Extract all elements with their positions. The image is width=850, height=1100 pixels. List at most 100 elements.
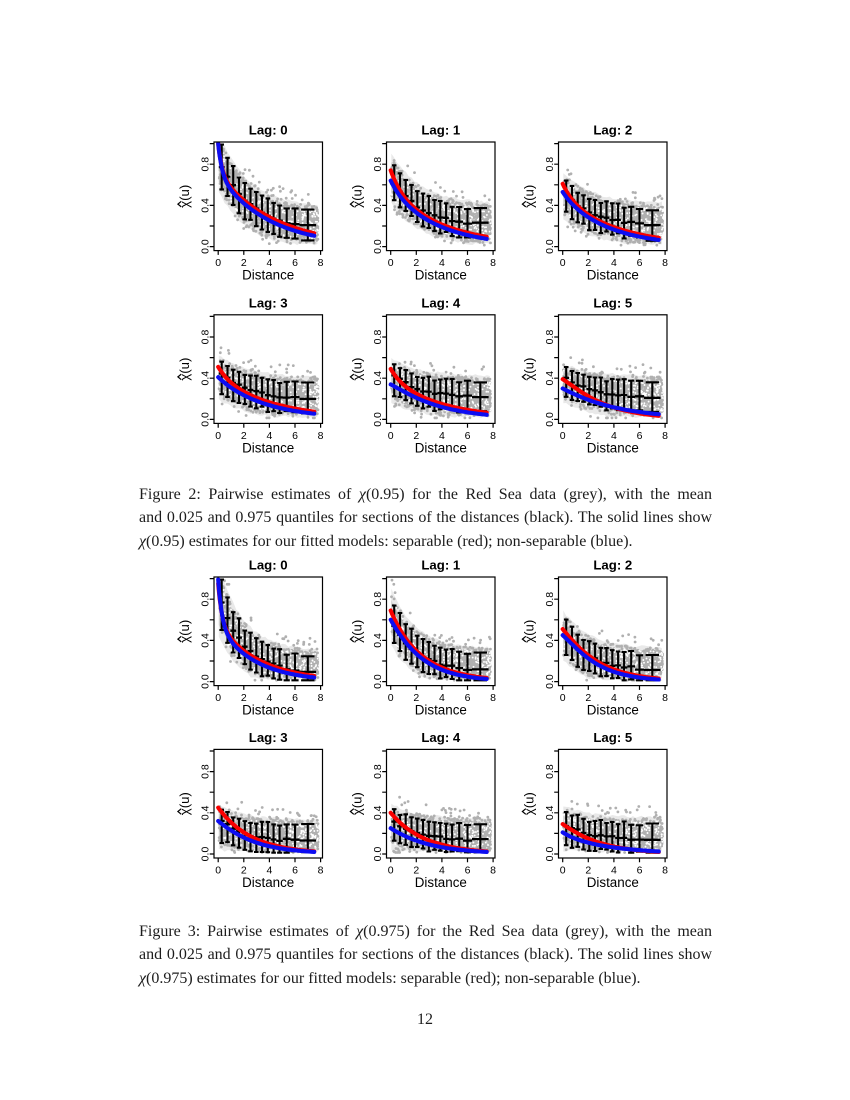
- svg-text:8: 8: [318, 692, 324, 704]
- svg-text:0.8: 0.8: [200, 157, 212, 172]
- svg-text:χ(u): χ(u): [177, 358, 192, 381]
- svg-text:0: 0: [560, 430, 566, 442]
- svg-text:Lag: 2: Lag: 2: [593, 123, 632, 138]
- svg-text:4: 4: [439, 430, 445, 442]
- svg-text:6: 6: [637, 865, 643, 877]
- svg-text:0.8: 0.8: [372, 330, 384, 345]
- svg-text:2: 2: [585, 430, 591, 442]
- svg-text:0.8: 0.8: [544, 592, 556, 607]
- svg-text:0: 0: [388, 430, 394, 442]
- svg-text:χ(u): χ(u): [177, 185, 192, 208]
- svg-text:6: 6: [465, 430, 471, 442]
- svg-text:χ(u): χ(u): [177, 620, 192, 643]
- svg-text:2: 2: [413, 257, 419, 269]
- svg-text:0.0: 0.0: [544, 674, 556, 689]
- svg-text:4: 4: [439, 865, 445, 877]
- svg-text:4: 4: [611, 692, 617, 704]
- svg-text:Lag: 0: Lag: 0: [249, 123, 288, 138]
- svg-text:0.0: 0.0: [372, 239, 384, 254]
- svg-text:6: 6: [637, 257, 643, 269]
- svg-text:χ(u): χ(u): [522, 358, 537, 381]
- svg-text:6: 6: [292, 257, 298, 269]
- svg-text:0.0: 0.0: [372, 847, 384, 862]
- svg-text:8: 8: [318, 865, 324, 877]
- svg-text:0: 0: [215, 865, 221, 877]
- svg-text:6: 6: [292, 865, 298, 877]
- svg-text:0.4: 0.4: [200, 371, 212, 386]
- svg-text:Distance: Distance: [242, 703, 294, 718]
- svg-text:0.8: 0.8: [200, 764, 212, 779]
- svg-text:Distance: Distance: [587, 875, 639, 890]
- svg-text:0: 0: [560, 692, 566, 704]
- svg-text:0.0: 0.0: [544, 847, 556, 862]
- svg-text:Lag: 5: Lag: 5: [593, 730, 632, 745]
- svg-text:2: 2: [585, 692, 591, 704]
- svg-text:0.4: 0.4: [544, 805, 556, 820]
- svg-text:4: 4: [266, 430, 272, 442]
- svg-text:8: 8: [662, 865, 668, 877]
- svg-text:6: 6: [292, 692, 298, 704]
- svg-text:χ(u): χ(u): [522, 620, 537, 643]
- svg-text:χ(u): χ(u): [350, 620, 365, 643]
- svg-text:0.8: 0.8: [372, 157, 384, 172]
- svg-text:6: 6: [465, 692, 471, 704]
- svg-text:0.8: 0.8: [544, 157, 556, 172]
- svg-text:0: 0: [215, 692, 221, 704]
- svg-text:6: 6: [292, 430, 298, 442]
- svg-text:0.8: 0.8: [372, 764, 384, 779]
- svg-text:4: 4: [266, 865, 272, 877]
- svg-text:0.0: 0.0: [544, 412, 556, 427]
- svg-text:4: 4: [266, 692, 272, 704]
- svg-text:Distance: Distance: [242, 875, 294, 890]
- svg-text:0: 0: [215, 430, 221, 442]
- svg-text:2: 2: [241, 257, 247, 269]
- svg-text:χ(u): χ(u): [350, 358, 365, 381]
- svg-text:0.4: 0.4: [544, 633, 556, 648]
- svg-text:Lag: 2: Lag: 2: [593, 558, 632, 573]
- svg-text:Distance: Distance: [415, 875, 467, 890]
- svg-text:0.0: 0.0: [372, 412, 384, 427]
- svg-text:4: 4: [611, 430, 617, 442]
- svg-text:0.4: 0.4: [544, 198, 556, 213]
- svg-text:8: 8: [662, 257, 668, 269]
- svg-text:Lag: 4: Lag: 4: [421, 730, 461, 745]
- svg-text:0: 0: [560, 257, 566, 269]
- svg-text:2: 2: [413, 692, 419, 704]
- svg-text:0.0: 0.0: [200, 239, 212, 254]
- svg-text:0.8: 0.8: [200, 330, 212, 345]
- svg-text:2: 2: [585, 865, 591, 877]
- svg-text:χ(u): χ(u): [350, 792, 365, 815]
- svg-text:8: 8: [318, 430, 324, 442]
- svg-text:Lag: 0: Lag: 0: [249, 558, 288, 573]
- svg-text:0.4: 0.4: [200, 633, 212, 648]
- svg-text:Distance: Distance: [415, 703, 467, 718]
- svg-text:2: 2: [413, 865, 419, 877]
- svg-text:8: 8: [662, 692, 668, 704]
- svg-text:6: 6: [465, 257, 471, 269]
- svg-text:0.4: 0.4: [200, 198, 212, 213]
- svg-text:0: 0: [388, 692, 394, 704]
- svg-text:2: 2: [241, 692, 247, 704]
- svg-text:2: 2: [241, 430, 247, 442]
- svg-text:0.8: 0.8: [544, 330, 556, 345]
- svg-text:Distance: Distance: [587, 703, 639, 718]
- svg-text:Lag: 3: Lag: 3: [249, 730, 288, 745]
- svg-text:0.4: 0.4: [372, 198, 384, 213]
- svg-text:0.4: 0.4: [372, 805, 384, 820]
- svg-text:4: 4: [611, 865, 617, 877]
- svg-text:Distance: Distance: [415, 268, 467, 283]
- svg-text:0.4: 0.4: [372, 633, 384, 648]
- svg-text:0.8: 0.8: [200, 592, 212, 607]
- svg-text:8: 8: [490, 865, 496, 877]
- svg-text:4: 4: [439, 692, 445, 704]
- svg-text:8: 8: [490, 430, 496, 442]
- svg-text:Lag: 5: Lag: 5: [593, 295, 632, 310]
- svg-text:Distance: Distance: [242, 268, 294, 283]
- svg-text:6: 6: [465, 865, 471, 877]
- svg-text:Lag: 1: Lag: 1: [421, 123, 460, 138]
- svg-text:Distance: Distance: [415, 440, 467, 455]
- svg-text:4: 4: [266, 257, 272, 269]
- svg-text:0: 0: [560, 865, 566, 877]
- svg-text:0.4: 0.4: [372, 371, 384, 386]
- svg-text:Distance: Distance: [587, 268, 639, 283]
